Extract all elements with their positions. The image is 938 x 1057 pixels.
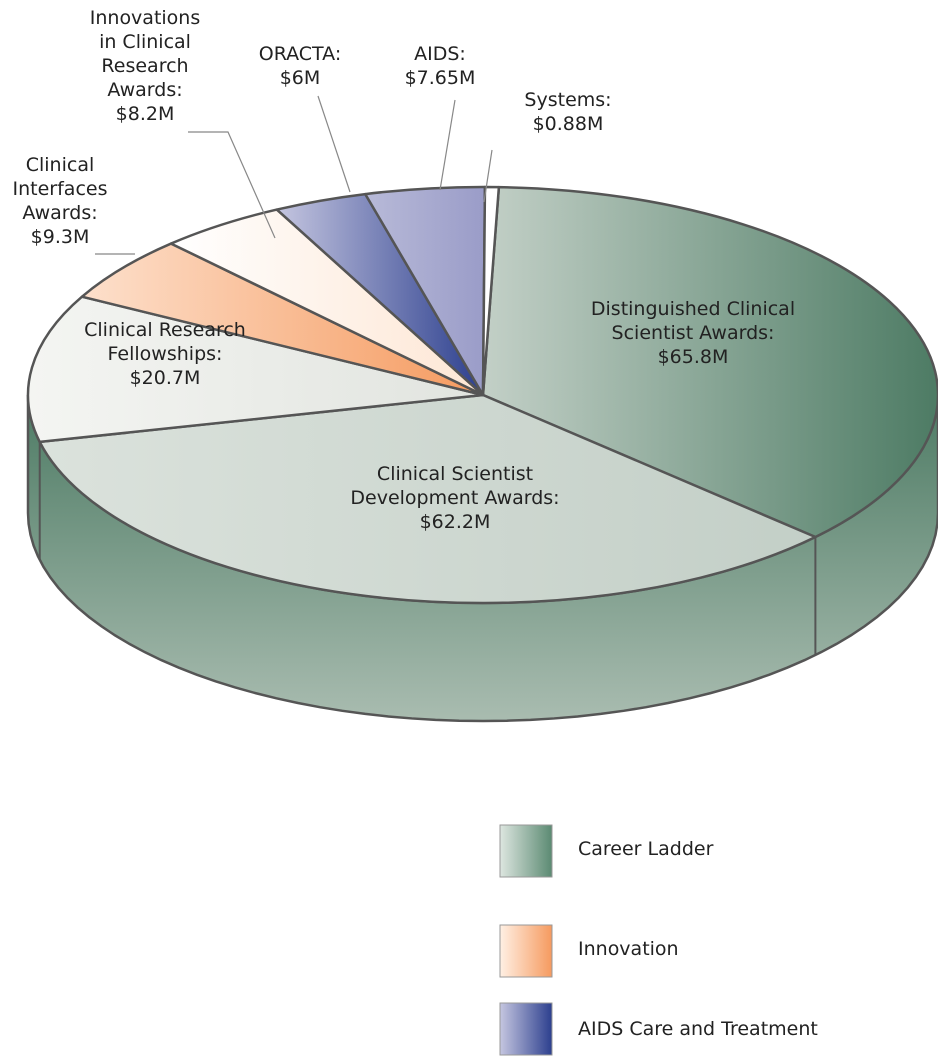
category: Clinical Interfaces Awards: — [12, 154, 108, 224]
legend-label: AIDS Care and Treatment — [578, 1018, 818, 1040]
value-label: $65.8M — [657, 346, 729, 368]
slice-label: Innovations in Clinical Research Awards:… — [80, 6, 210, 126]
legend-label: Career Ladder — [578, 838, 714, 860]
leader-line — [317, 95, 351, 193]
value-label: $6M — [279, 67, 321, 89]
pie-slice — [481, 185, 501, 397]
value-label: $7.65M — [404, 67, 476, 89]
category: ORACTA: — [258, 43, 342, 65]
slice-label: Clinical Interfaces Awards: $9.3M — [5, 153, 115, 249]
value-label: $20.7M — [129, 367, 201, 389]
slice-label: Distinguished Clinical Scientist Awards:… — [563, 297, 823, 369]
pie-slice — [38, 393, 817, 605]
legend-swatch — [499, 824, 553, 878]
pie-slice — [26, 295, 485, 444]
slice-label: Systems: $0.88M — [508, 88, 628, 136]
legend-swatch — [499, 924, 553, 978]
slice-label: AIDS: $7.65M — [390, 42, 490, 90]
category: AIDS: — [414, 43, 466, 65]
leader-line — [439, 99, 456, 191]
category: Distinguished Clinical Scientist Awards: — [590, 298, 796, 344]
category: Clinical Scientist Development Awards: — [350, 463, 560, 509]
pie-slice — [80, 242, 485, 397]
value-label: $0.88M — [532, 113, 604, 135]
value-label: $62.2M — [419, 511, 491, 533]
leader-line — [188, 131, 276, 239]
value-label: $8.2M — [115, 103, 175, 125]
slice-label: Clinical Scientist Development Awards: $6… — [325, 462, 585, 534]
value-label: $9.3M — [30, 226, 90, 248]
legend-swatch — [499, 1002, 553, 1056]
pie-slice — [481, 185, 938, 539]
slice-label: Clinical Research Fellowships: $20.7M — [65, 318, 265, 390]
category: Systems: — [524, 89, 612, 111]
slice-label: ORACTA: $6M — [250, 42, 350, 90]
leader-line — [483, 149, 493, 203]
category: Innovations in Clinical Research Awards: — [89, 7, 201, 101]
legend-label: Innovation — [578, 938, 679, 960]
category: Clinical Research Fellowships: — [84, 319, 246, 365]
